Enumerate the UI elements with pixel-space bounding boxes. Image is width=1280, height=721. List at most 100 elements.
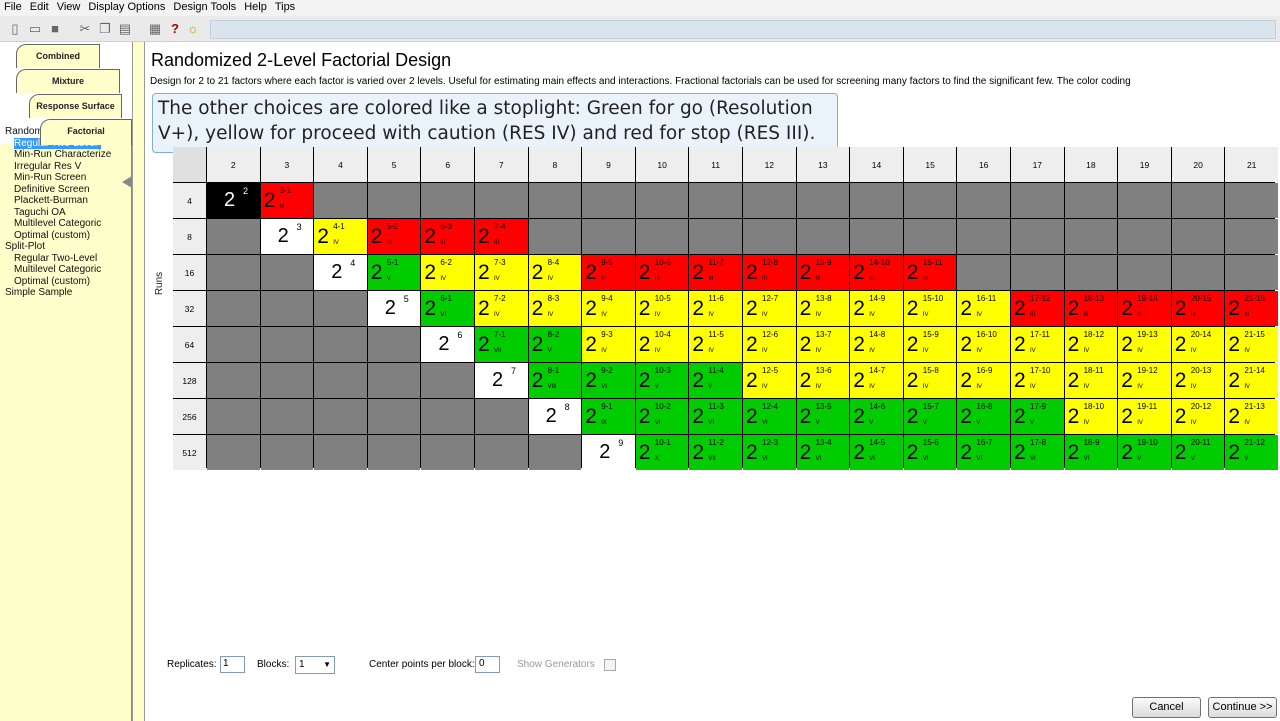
design-cell[interactable]: 2 15-6 VI	[903, 435, 957, 470]
design-cell[interactable]: 2 17-10 IV	[1011, 363, 1064, 398]
design-cell[interactable]: 2 20-11 V	[1171, 435, 1225, 470]
menu-edit[interactable]: Edit	[29, 1, 49, 13]
continue-button[interactable]: Continue >>	[1208, 697, 1277, 718]
open-icon[interactable]: ▭	[28, 21, 42, 36]
design-cell[interactable]: 2 9-3 IV	[582, 327, 635, 362]
design-cell[interactable]: 2 13-9 III	[796, 255, 850, 290]
design-cell[interactable]: 2 8-1 VIII	[528, 363, 582, 398]
menu-design-tools[interactable]: Design Tools	[173, 1, 237, 13]
design-cell[interactable]: 2 15-10 IV	[903, 291, 957, 326]
design-cell[interactable]: 2 19-12 IV	[1118, 363, 1171, 398]
tree-item[interactable]: Multilevel Categoric	[5, 218, 111, 230]
center-points-input[interactable]: 0	[475, 656, 500, 673]
design-cell[interactable]: 2 18-10 IV	[1064, 399, 1118, 434]
paste-icon[interactable]: ▤	[118, 21, 132, 36]
design-cell[interactable]: 2 10-4 IV	[635, 327, 689, 362]
save-icon[interactable]: ■	[51, 21, 59, 36]
copy-icon[interactable]: ❐	[99, 21, 111, 36]
design-cell[interactable]: 2 13-5 V	[796, 399, 850, 434]
tree-item[interactable]: Min-Run Screen	[5, 172, 111, 184]
design-cell[interactable]: 2 16-9 IV	[957, 363, 1010, 398]
design-cell[interactable]: 2 11-3 VI	[689, 399, 742, 434]
design-cell[interactable]: 2 6-3 III	[421, 219, 474, 254]
replicates-input[interactable]: 1	[220, 656, 245, 673]
design-cell[interactable]: 2 7-4 III	[475, 219, 528, 254]
tree-item[interactable]: Plackett-Burman	[5, 195, 111, 207]
tree-item[interactable]: Optimal (custom)	[5, 230, 111, 242]
design-cell[interactable]: 2 20-13 IV	[1171, 363, 1225, 398]
tree-item[interactable]: Multilevel Categoric	[5, 264, 111, 276]
menu-view[interactable]: View	[56, 1, 81, 13]
design-cell[interactable]: 2 12-8 III	[743, 255, 796, 290]
design-cell[interactable]: 2 15-11 III	[903, 255, 957, 290]
tree-item[interactable]: Optimal (custom)	[5, 276, 111, 288]
design-cell[interactable]: 2 10-3 V	[635, 363, 689, 398]
design-cell[interactable]: 2 9-4 IV	[582, 291, 635, 326]
design-cell[interactable]: 2 20-12 IV	[1171, 399, 1225, 434]
design-cell[interactable]: 2 17-11 IV	[1011, 327, 1064, 362]
design-cell[interactable]: 2 6-2 IV	[421, 255, 474, 290]
help-icon[interactable]: ?	[171, 21, 179, 36]
tab-response-surface[interactable]: Response Surface	[29, 94, 122, 118]
design-cell[interactable]: 2 8-3 IV	[528, 291, 582, 326]
tree-item[interactable]: Regular Two-Level	[5, 253, 111, 265]
design-cell[interactable]: 2 19-10 V	[1118, 435, 1171, 470]
blocks-select[interactable]: 1 ▼	[295, 656, 335, 674]
design-cell[interactable]: 2 21-14 IV	[1225, 363, 1278, 398]
design-cell[interactable]: 2 5-1 V	[367, 255, 421, 290]
cancel-button[interactable]: Cancel	[1132, 697, 1201, 718]
design-cell[interactable]: 2 16-7 VI	[957, 435, 1010, 470]
new-icon[interactable]: ▯	[11, 21, 19, 36]
tab-combined[interactable]: Combined	[16, 44, 100, 68]
design-cell[interactable]: 2 14-5 VI	[850, 435, 903, 470]
tree-item[interactable]: Taguchi OA	[5, 207, 111, 219]
design-cell[interactable]: 2 21-15 IV	[1225, 327, 1278, 362]
design-cell[interactable]: 2 18-13 III	[1064, 291, 1118, 326]
design-cell[interactable]: 2 9-2 VI	[582, 363, 635, 398]
design-cell[interactable]: 2 21-12 V	[1225, 435, 1278, 470]
design-cell[interactable]: 2 10-5 IV	[635, 291, 689, 326]
design-cell[interactable]: 2 12-5 IV	[743, 363, 796, 398]
design-cell[interactable]: 2 18-9 VI	[1064, 435, 1118, 470]
sidebar-scrollbar[interactable]	[132, 42, 144, 721]
design-cell[interactable]: 2 15-7 V	[903, 399, 957, 434]
design-cell[interactable]: 2 17-9 V	[1011, 399, 1064, 434]
design-cell[interactable]: 2 7-3 IV	[475, 255, 528, 290]
design-cell[interactable]: 2 17-8 VI	[1011, 435, 1064, 470]
tree-item[interactable]: Definitive Screen	[5, 184, 111, 196]
menu-file[interactable]: File	[4, 1, 22, 13]
design-cell[interactable]: 2 8-4 IV	[528, 255, 582, 290]
design-cell[interactable]: 2 17-12 III	[1011, 291, 1064, 326]
design-cell[interactable]: 2 14-8 IV	[850, 327, 903, 362]
print-icon[interactable]: ▦	[148, 21, 162, 36]
design-cell[interactable]: 2 20-14 IV	[1171, 327, 1225, 362]
design-cell[interactable]: 2 19-14 III	[1118, 291, 1171, 326]
design-cell[interactable]: 2 16-10 IV	[957, 327, 1010, 362]
show-generators-checkbox[interactable]	[604, 659, 616, 671]
design-cell[interactable]: 2 3-1 III	[260, 183, 314, 218]
design-cell[interactable]: 2 10-1 X	[635, 435, 689, 470]
design-cell[interactable]: 2 13-8 IV	[796, 291, 850, 326]
design-cell[interactable]: 2 20-15 III	[1171, 291, 1225, 326]
design-cell[interactable]: 2 12-6 IV	[743, 327, 796, 362]
design-cell[interactable]: 2 11-2 VII	[689, 435, 742, 470]
design-cell[interactable]: 2 7-2 IV	[475, 291, 528, 326]
design-cell[interactable]: 2 13-4 VI	[796, 435, 850, 470]
design-cell[interactable]: 2 12-3 VI	[743, 435, 796, 470]
tip-icon[interactable]: ☼	[187, 21, 199, 36]
design-cell[interactable]: 2 12-4 VI	[743, 399, 796, 434]
design-cell[interactable]: 2 11-7 III	[689, 255, 742, 290]
design-cell[interactable]: 2 15-9 IV	[903, 327, 957, 362]
tree-item[interactable]: Split-Plot	[5, 241, 111, 253]
design-cell[interactable]: 2 9-5 III	[582, 255, 635, 290]
cut-icon[interactable]: ✂	[79, 21, 91, 36]
design-cell[interactable]: 2 10-6 III	[635, 255, 689, 290]
design-cell[interactable]: 2 19-11 IV	[1118, 399, 1171, 434]
